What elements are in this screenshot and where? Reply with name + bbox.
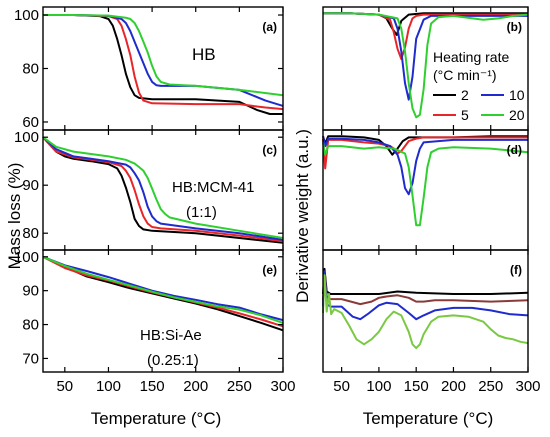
x-tick-label-f-250: 250: [478, 378, 503, 395]
panel-label-b: (b): [507, 20, 522, 34]
y-tick-label-a-80: 80: [22, 61, 39, 78]
x-tick-label-e-250: 250: [227, 378, 252, 395]
series-line-d-10: [322, 135, 528, 196]
series-line-a-5: [43, 14, 284, 111]
legend-title: Heating rate: [433, 49, 509, 65]
panel-label-a: (a): [262, 20, 277, 34]
series-line-b-20: [323, 12, 529, 119]
y-tick-label-e-90: 90: [22, 283, 39, 300]
y-tick-label-a-60: 60: [22, 114, 39, 131]
legend-unit: (°C min⁻¹): [433, 67, 497, 83]
series-line-e-20: [42, 255, 284, 324]
series-line-e-10: [42, 255, 284, 322]
panel-a: 60 80 100 (a): [14, 6, 284, 131]
x-tick-label-e-150: 150: [140, 378, 165, 395]
y-tick-label-e-80: 80: [22, 317, 39, 334]
x-tick-label-e-50: 50: [56, 378, 73, 395]
x-tick-label-f-150: 150: [404, 378, 429, 395]
x-axis-title-left: Temperature (°C): [91, 409, 222, 428]
y-tick-label-e-100: 100: [14, 249, 39, 266]
y-axis-title-right: Derivative weight (a.u.): [293, 129, 312, 303]
y-tick-label-c-80: 80: [22, 225, 39, 242]
series-line-f-2: [322, 270, 529, 306]
legend: Heating rate (°C min⁻¹) 2 10 5 20: [433, 49, 525, 123]
panel-label-f: (f): [510, 263, 522, 277]
legend-label-10: 10: [509, 87, 525, 103]
panel-d: (d): [322, 129, 529, 251]
y-tick-label-a-100: 100: [14, 7, 39, 24]
plot-frame-a: [42, 6, 284, 131]
annotation-ratio-1-1: (1:1): [186, 204, 217, 221]
x-tick-label-e-100: 100: [96, 378, 121, 395]
panel-e: 50 100 150 200 250 300 70 80 90 100 (e): [14, 249, 296, 395]
panel-b: (b): [322, 6, 529, 131]
plot-frame-f: [322, 249, 529, 373]
series-line-c-10: [42, 136, 284, 241]
series-line-f-4: [322, 274, 529, 350]
y-axis-title-left: Mass loss (%): [5, 163, 24, 270]
series-line-c-2: [42, 136, 284, 244]
annotation-hb-mcm41: HB:MCM-41: [172, 179, 255, 196]
series-line-a-20: [43, 14, 284, 97]
annotation-hb: HB: [192, 45, 216, 64]
y-tick-label-c-90: 90: [22, 177, 39, 194]
legend-label-2: 2: [461, 87, 469, 103]
x-tick-label-f-200: 200: [441, 378, 466, 395]
x-tick-label-f-100: 100: [366, 378, 391, 395]
y-tick-label-c-100: 100: [14, 129, 39, 146]
panel-label-d: (d): [507, 143, 522, 157]
x-tick-label-f-300: 300: [515, 378, 540, 395]
x-tick-label-e-200: 200: [183, 378, 208, 395]
plot-frame-e: [42, 249, 284, 373]
series-line-a-10: [43, 14, 284, 107]
series-line-e-5: [42, 255, 284, 328]
panel-label-e: (e): [262, 263, 277, 277]
x-tick-label-f-50: 50: [333, 378, 350, 395]
annotation-ratio-0-25-1: (0.25:1): [147, 352, 199, 369]
annotation-hb-si-ae: HB:Si-Ae: [140, 327, 202, 344]
series-line-f-3: [322, 270, 529, 321]
panel-label-c: (c): [262, 143, 277, 157]
x-axis-title-right: Temperature (°C): [363, 409, 494, 428]
series-line-d-20: [322, 142, 529, 227]
legend-label-5: 5: [461, 107, 469, 123]
x-tick-label-e-300: 300: [270, 378, 295, 395]
series-line-c-20: [42, 136, 284, 239]
y-tick-label-e-70: 70: [22, 350, 39, 367]
series-line-f-1: [322, 267, 529, 295]
panel-f: 50 100 150 200 250 300 (f): [322, 249, 541, 395]
legend-label-20: 20: [509, 107, 525, 123]
series-line-a-2: [43, 14, 283, 115]
